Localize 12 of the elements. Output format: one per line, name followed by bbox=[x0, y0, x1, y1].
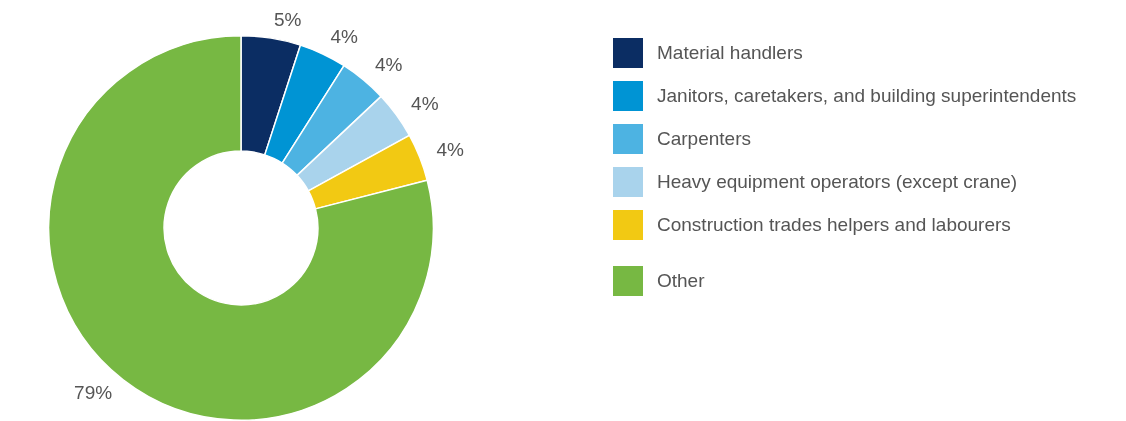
legend-label: Material handlers bbox=[657, 42, 803, 64]
data-label: 79% bbox=[74, 382, 113, 404]
data-label: 4% bbox=[436, 138, 465, 160]
legend-label: Construction trades helpers and labourers bbox=[657, 214, 1011, 236]
data-label: 4% bbox=[375, 54, 403, 76]
data-label: 4% bbox=[411, 92, 439, 114]
data-label: 4% bbox=[330, 25, 359, 47]
legend-label: Other bbox=[657, 270, 705, 292]
legend-label: Heavy equipment operators (except crane) bbox=[657, 171, 1018, 193]
legend-label: Janitors, caretakers, and building superintendents bbox=[657, 85, 1077, 107]
legend-label: Carpenters bbox=[657, 128, 751, 150]
data-label: 5% bbox=[273, 8, 302, 30]
